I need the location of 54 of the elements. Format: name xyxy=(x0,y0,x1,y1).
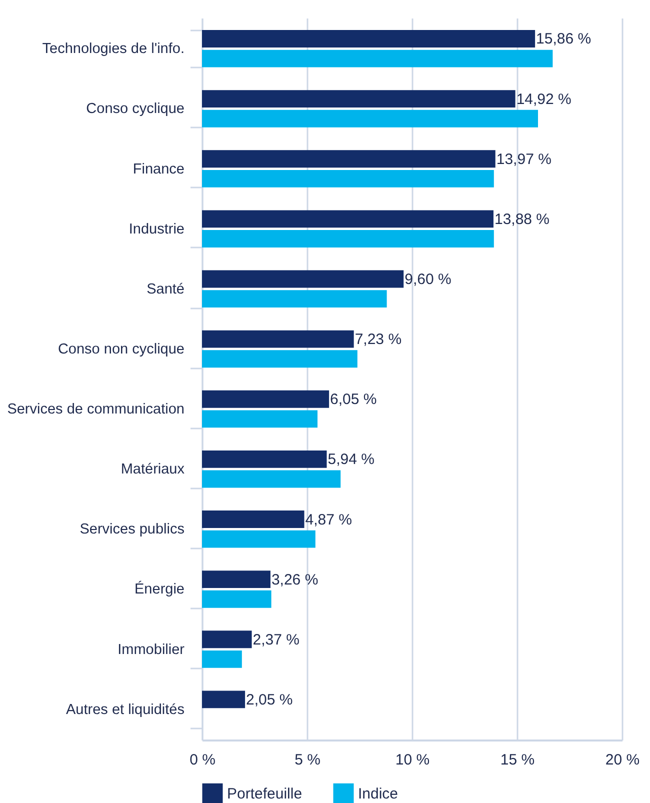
y-tick-label: Services publics xyxy=(80,522,184,538)
bar xyxy=(202,510,304,528)
bar xyxy=(202,450,327,468)
legend-label: Portefeuille xyxy=(227,786,302,803)
y-tick-label: Matériaux xyxy=(120,462,186,478)
x-tick-label: 10 % xyxy=(395,752,430,768)
bar xyxy=(202,470,341,488)
bar xyxy=(202,50,553,68)
y-tick-label: Finance xyxy=(132,161,184,178)
bar xyxy=(202,690,246,708)
x-tick-label: 0 % xyxy=(190,752,216,768)
x-tick-label: 5 % xyxy=(294,752,320,768)
bar xyxy=(202,170,494,188)
bar xyxy=(202,230,494,248)
bar xyxy=(202,410,318,428)
y-tick-label: Technologies de l'info. xyxy=(42,41,184,58)
x-tick-label: 20 % xyxy=(605,752,640,768)
bar xyxy=(202,30,536,48)
legend-label: Indice xyxy=(358,786,398,803)
bar xyxy=(202,90,516,108)
data-label: 9,60 % xyxy=(404,270,452,288)
y-tick-label: Énergie xyxy=(134,580,184,598)
y-tick-label: Industrie xyxy=(128,221,184,238)
data-label: 3,26 % xyxy=(271,571,318,588)
y-tick-label: Santé xyxy=(146,281,184,298)
bar xyxy=(202,270,404,288)
data-label: 2,05 % xyxy=(246,691,293,708)
data-label: 13,97 % xyxy=(496,150,552,168)
data-label: 14,92 % xyxy=(516,90,572,108)
y-tick-label: Immobilier xyxy=(118,642,185,658)
bar xyxy=(202,630,252,648)
bar xyxy=(202,150,496,168)
data-label: 7,23 % xyxy=(354,331,402,348)
data-label: 6,05 % xyxy=(330,391,377,408)
data-label: 4,87 % xyxy=(305,511,352,528)
y-tick-label: Services de communication xyxy=(7,402,184,418)
bar xyxy=(202,290,387,308)
bar xyxy=(202,110,538,128)
bar xyxy=(202,390,330,408)
y-tick-label: Conso non cyclique xyxy=(58,341,184,358)
bar xyxy=(202,330,354,348)
bar xyxy=(202,210,494,228)
y-tick-label: Autres et liquidités xyxy=(66,702,184,718)
data-label: 2,37 % xyxy=(252,631,300,648)
x-tick-label: 15 % xyxy=(500,752,535,768)
bar xyxy=(202,530,316,548)
bar xyxy=(202,570,270,588)
bar xyxy=(202,350,358,368)
data-label: 5,94 % xyxy=(328,451,374,468)
data-label: 15,86 % xyxy=(536,30,592,48)
bar xyxy=(202,650,242,668)
data-label: 13,88 % xyxy=(494,210,550,228)
y-tick-label: Conso cyclique xyxy=(86,101,184,118)
bar xyxy=(202,590,272,608)
